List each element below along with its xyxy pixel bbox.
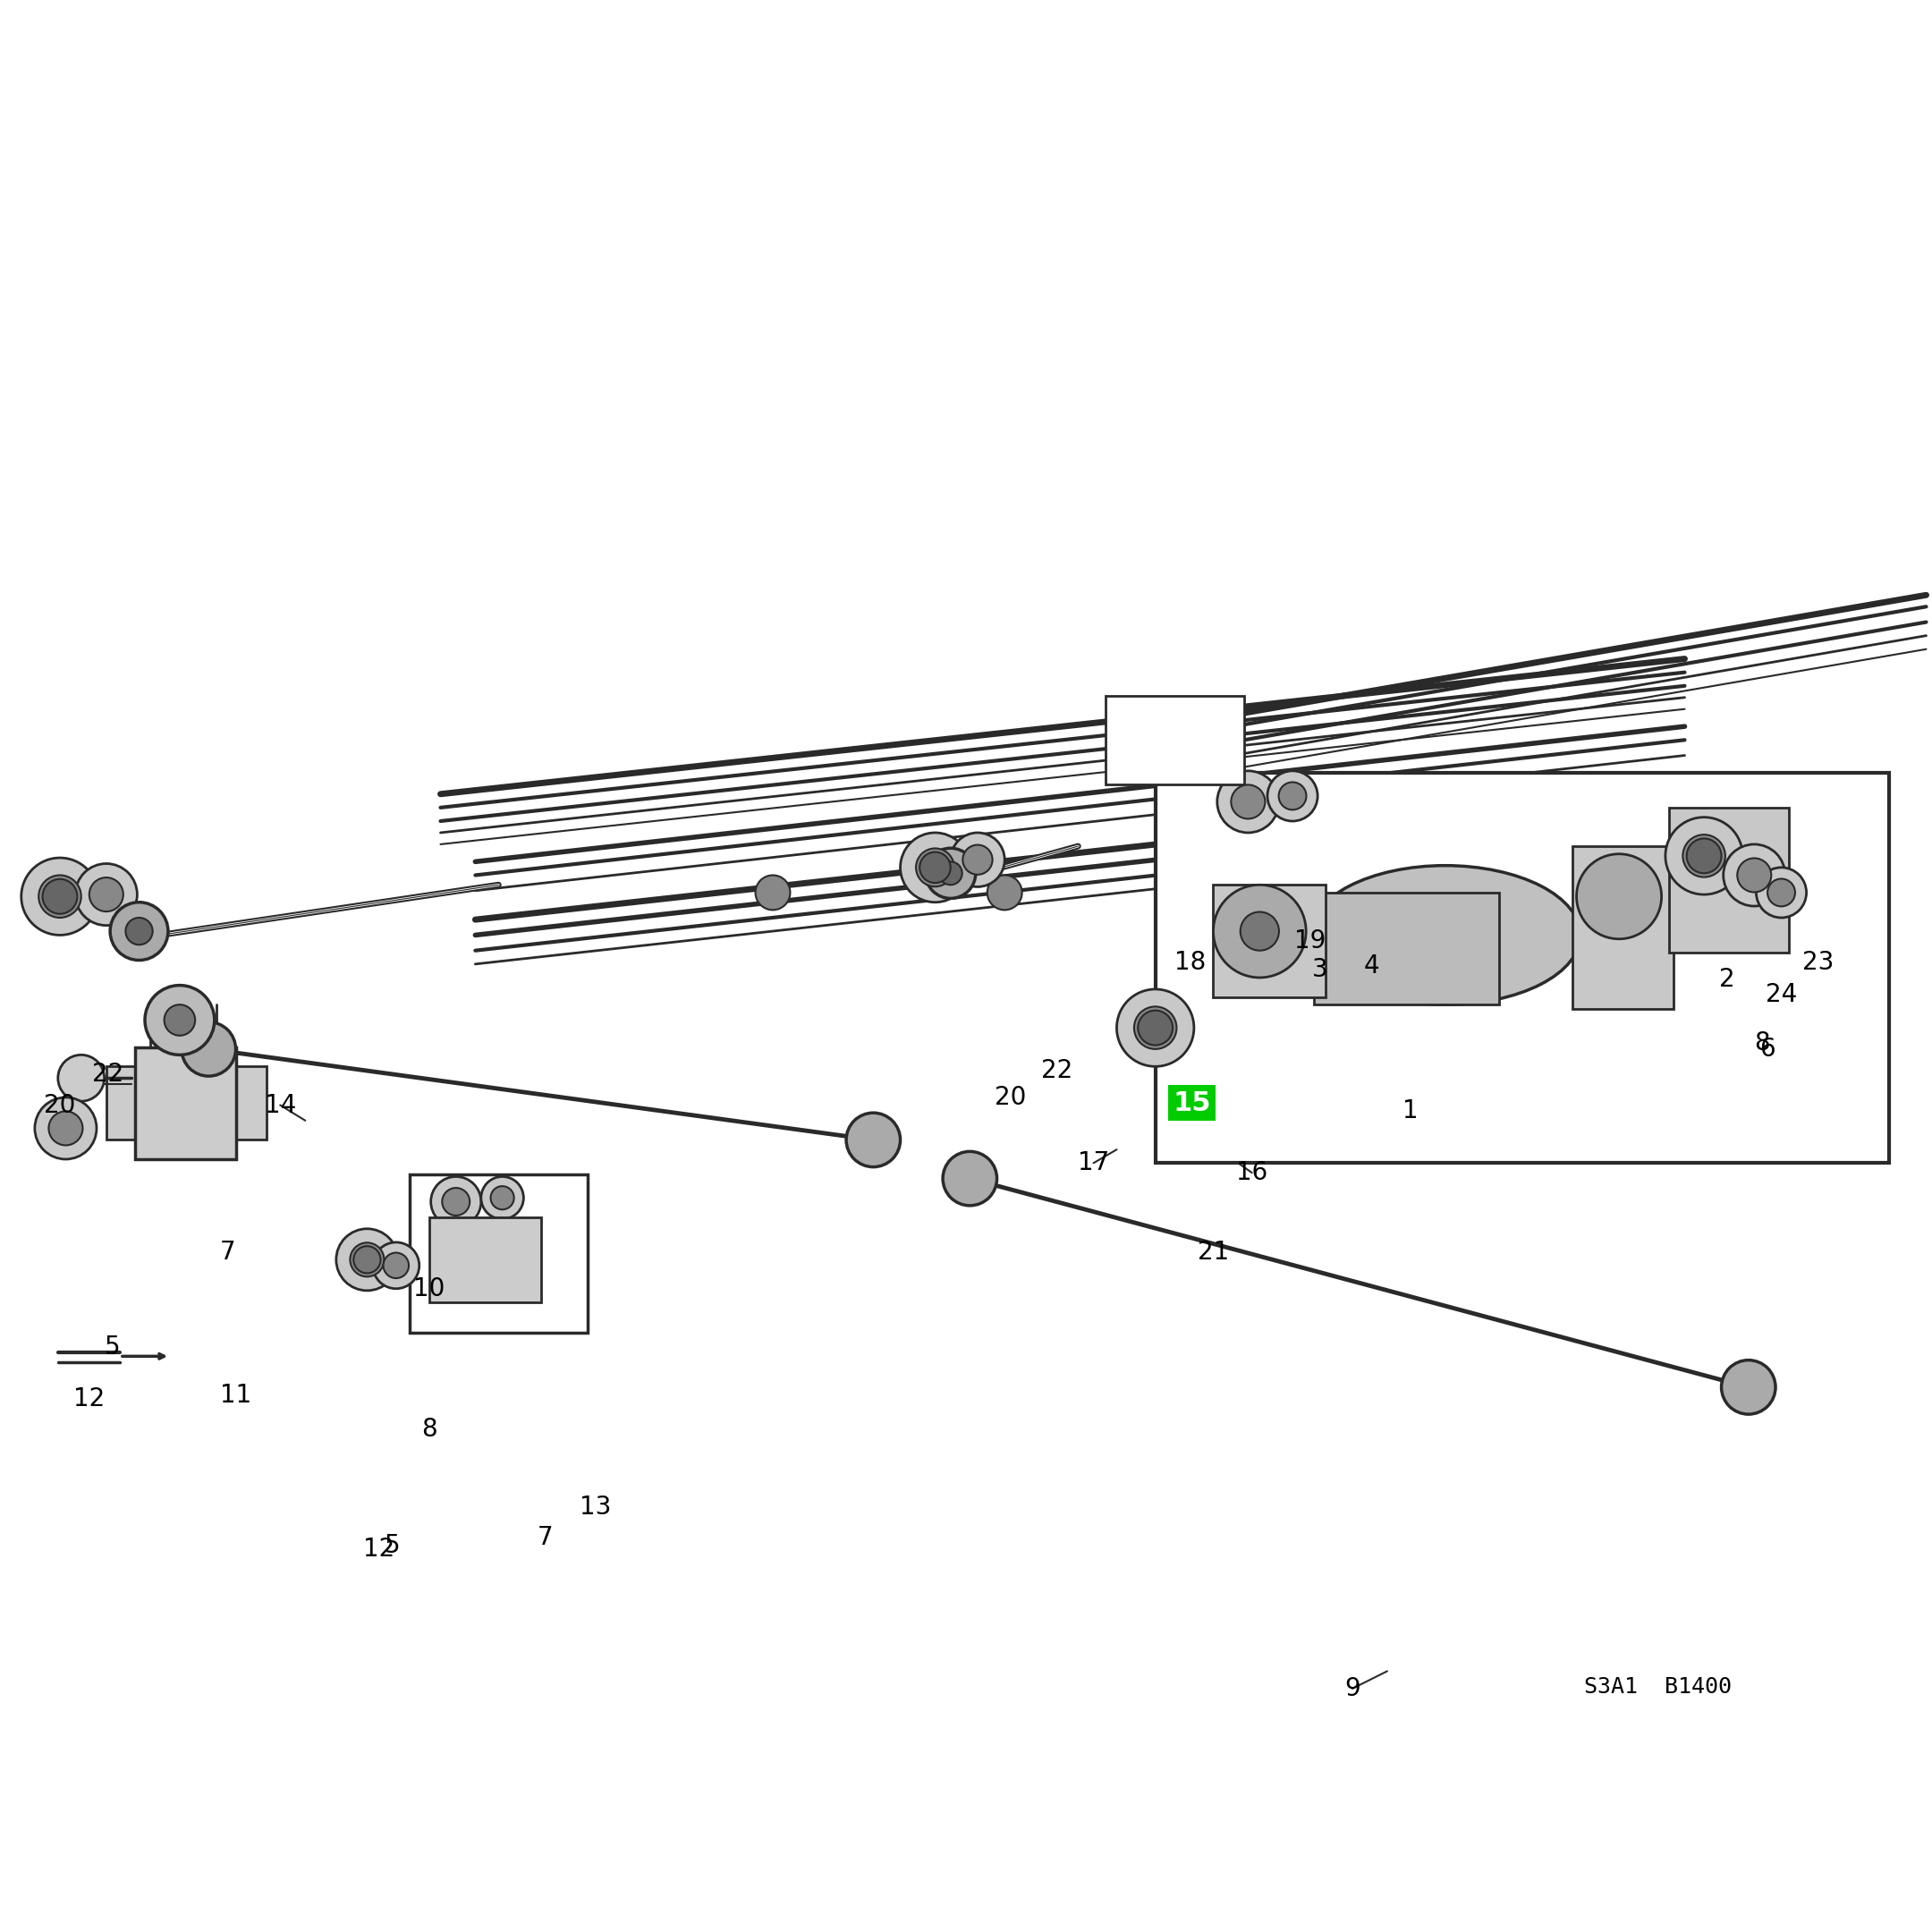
Circle shape [951,833,1005,887]
Bar [1105,696,1244,784]
Circle shape [1768,879,1795,906]
Text: 23: 23 [1803,951,1833,974]
Bar [1314,893,1499,1005]
Circle shape [1213,885,1306,978]
Circle shape [1412,875,1447,910]
Circle shape [1665,817,1743,895]
Circle shape [354,1246,381,1273]
Circle shape [1200,875,1235,910]
Circle shape [39,875,81,918]
Text: 9: 9 [1345,1677,1360,1700]
Circle shape [1240,912,1279,951]
Bar [410,1175,587,1333]
Circle shape [48,1111,83,1146]
Text: 22: 22 [93,1063,124,1086]
Circle shape [916,848,954,887]
Text: 22: 22 [1041,1059,1072,1082]
Circle shape [1723,844,1785,906]
Circle shape [350,1242,384,1277]
Bar [1573,846,1673,1009]
Text: 12: 12 [73,1387,104,1410]
Text: 3: 3 [1312,958,1327,981]
Text: 8: 8 [1754,1032,1770,1055]
Circle shape [1231,784,1265,819]
Text: 2: 2 [1719,968,1735,991]
Text: 7: 7 [220,1240,236,1264]
Circle shape [1267,771,1318,821]
Bar [429,1217,541,1302]
Circle shape [1138,1010,1173,1045]
Text: 18: 18 [1175,951,1206,974]
Circle shape [920,852,951,883]
Circle shape [164,1005,195,1036]
Text: 8: 8 [421,1418,437,1441]
Circle shape [145,985,214,1055]
Circle shape [846,1113,900,1167]
Circle shape [943,1151,997,1206]
Circle shape [900,833,970,902]
Ellipse shape [1310,866,1580,1005]
Text: 5: 5 [104,1335,120,1358]
Text: 12: 12 [363,1538,394,1561]
Circle shape [1721,1360,1776,1414]
Circle shape [126,918,153,945]
Bar [106,1066,141,1140]
Text: 17: 17 [1078,1151,1109,1175]
Text: 4: 4 [1364,954,1379,978]
Bar [1669,808,1789,952]
Text: 1: 1 [1403,1099,1418,1122]
Circle shape [383,1252,410,1279]
Circle shape [1737,858,1772,893]
Circle shape [481,1177,524,1219]
Circle shape [925,848,976,898]
Text: 16: 16 [1236,1161,1267,1184]
Circle shape [1279,782,1306,810]
Circle shape [1687,838,1721,873]
Text: 20: 20 [44,1094,75,1117]
Bar [1155,773,1889,1163]
Text: 13: 13 [580,1495,611,1519]
Text: 6: 6 [1760,1037,1776,1061]
Text: 19: 19 [1294,929,1325,952]
Circle shape [89,877,124,912]
Circle shape [939,862,962,885]
Circle shape [442,1188,469,1215]
Text: 20: 20 [995,1086,1026,1109]
Text: 15: 15 [1173,1090,1211,1117]
Bar [1213,885,1325,997]
Text: 7: 7 [537,1526,553,1549]
Circle shape [373,1242,419,1289]
Text: 14: 14 [265,1094,296,1117]
Circle shape [336,1229,398,1291]
Circle shape [182,1022,236,1076]
Circle shape [1756,867,1806,918]
Circle shape [1683,835,1725,877]
Circle shape [755,875,790,910]
Circle shape [962,844,993,875]
Circle shape [1217,771,1279,833]
Bar [135,1047,236,1159]
Circle shape [43,879,77,914]
Circle shape [21,858,99,935]
Circle shape [1577,854,1662,939]
Bar [232,1066,267,1140]
Text: 11: 11 [220,1383,251,1406]
Circle shape [987,875,1022,910]
Text: 10: 10 [413,1277,444,1300]
Circle shape [491,1186,514,1209]
Circle shape [35,1097,97,1159]
Text: S3A1  B1400: S3A1 B1400 [1584,1675,1731,1698]
Text: 21: 21 [1198,1240,1229,1264]
Circle shape [431,1177,481,1227]
Circle shape [58,1055,104,1101]
Text: 5: 5 [384,1534,400,1557]
Circle shape [110,902,168,960]
Circle shape [75,864,137,925]
Circle shape [1134,1007,1177,1049]
Text: 24: 24 [1766,983,1797,1007]
Circle shape [1117,989,1194,1066]
